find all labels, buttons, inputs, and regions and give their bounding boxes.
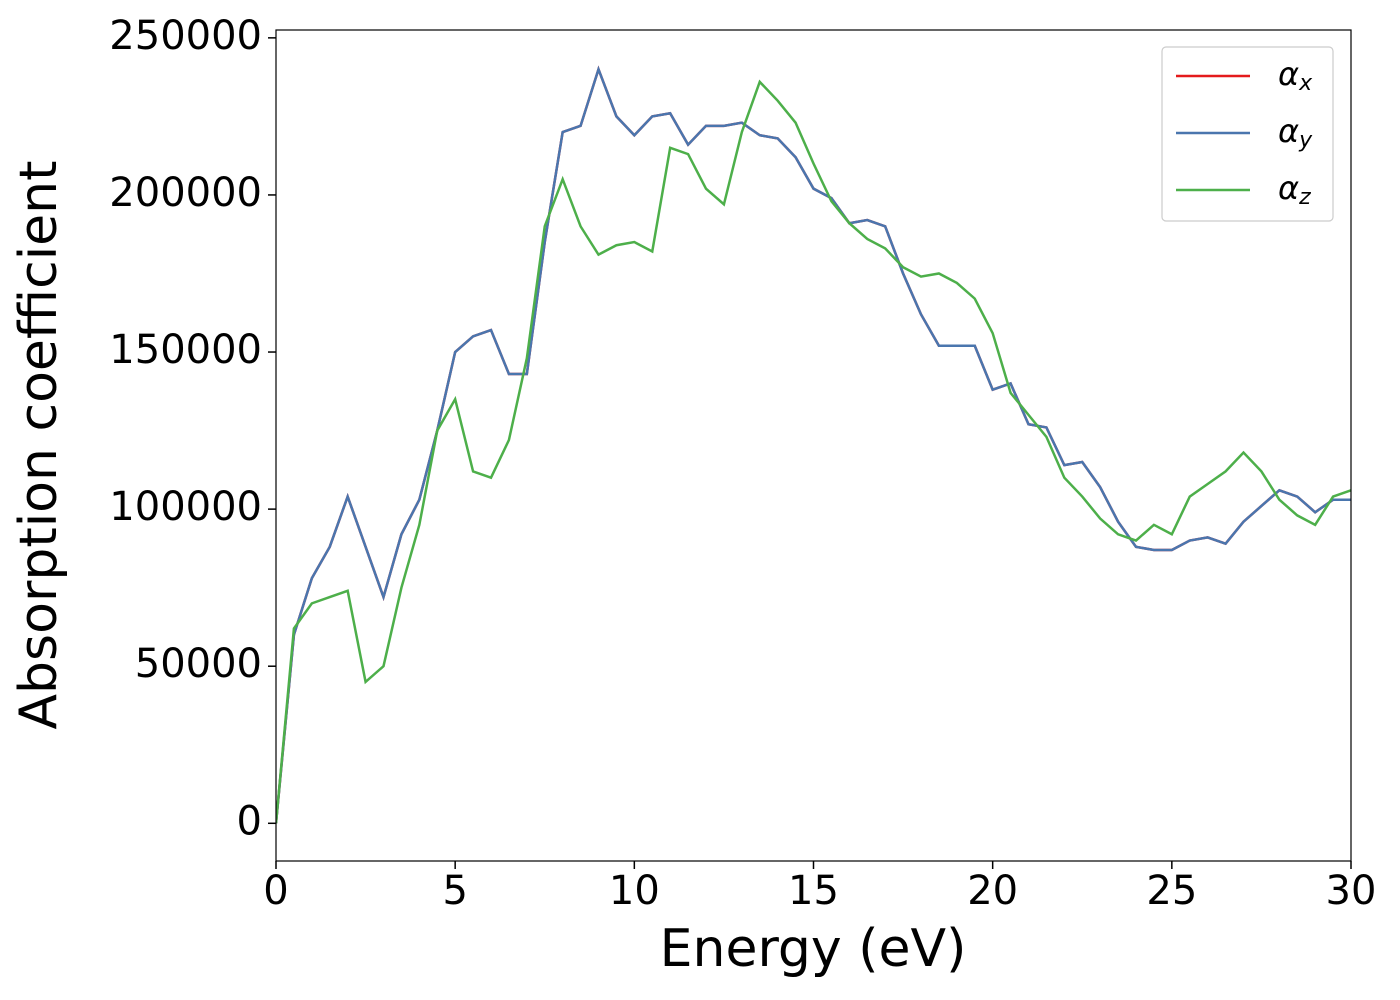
x-tick-label: 20: [967, 868, 1018, 914]
y-axis-label: Absorption coefficient: [9, 160, 69, 729]
x-tick-label: 0: [263, 868, 288, 914]
x-tick-label: 10: [609, 868, 660, 914]
plot-frame: [275, 29, 1352, 862]
x-tick-label: 15: [788, 868, 839, 914]
series-line: [276, 79, 1351, 824]
legend-label: αx: [1278, 55, 1313, 96]
x-tick-label: 25: [1146, 868, 1197, 914]
x-tick-label: 30: [1326, 868, 1377, 914]
y-tick-label: 250000: [109, 13, 262, 59]
y-tick-label: 0: [237, 798, 262, 844]
x-axis-label: Energy (eV): [660, 919, 967, 979]
y-tick-label: 50000: [135, 641, 262, 687]
legend-label: αy: [1278, 112, 1313, 153]
y-tick-label: 200000: [109, 170, 262, 216]
legend-label: αz: [1278, 169, 1311, 210]
series-line: [276, 65, 1351, 824]
y-tick-label: 150000: [109, 327, 262, 373]
x-tick-label: 5: [442, 868, 467, 914]
y-tick-label: 100000: [109, 484, 262, 530]
